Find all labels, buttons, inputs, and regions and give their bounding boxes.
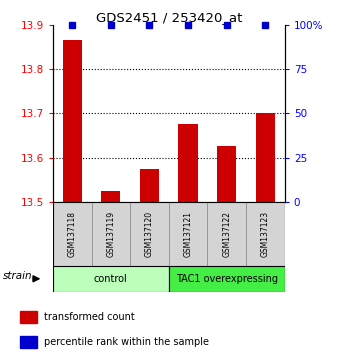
Text: GSM137118: GSM137118: [68, 211, 77, 257]
Bar: [20, 311, 38, 323]
Bar: [140, 169, 159, 202]
Text: transformed count: transformed count: [44, 312, 134, 322]
Bar: [169, 202, 207, 266]
Text: GSM137123: GSM137123: [261, 211, 270, 257]
Bar: [62, 40, 82, 202]
Text: TAC1 overexpressing: TAC1 overexpressing: [176, 274, 278, 284]
Bar: [217, 147, 236, 202]
Bar: [53, 266, 169, 292]
Text: GSM137121: GSM137121: [183, 211, 193, 257]
Text: percentile rank within the sample: percentile rank within the sample: [44, 337, 209, 347]
Text: GSM137120: GSM137120: [145, 211, 154, 257]
Bar: [246, 202, 285, 266]
Text: GSM137119: GSM137119: [106, 211, 115, 257]
Bar: [256, 113, 275, 202]
Text: strain: strain: [3, 271, 32, 281]
Bar: [169, 266, 285, 292]
Bar: [130, 202, 169, 266]
Title: GDS2451 / 253420_at: GDS2451 / 253420_at: [95, 11, 242, 24]
Text: GSM137122: GSM137122: [222, 211, 231, 257]
Bar: [178, 124, 198, 202]
Bar: [101, 191, 120, 202]
Bar: [20, 336, 38, 348]
Bar: [91, 202, 130, 266]
Bar: [53, 202, 91, 266]
Bar: [207, 202, 246, 266]
Text: control: control: [94, 274, 128, 284]
